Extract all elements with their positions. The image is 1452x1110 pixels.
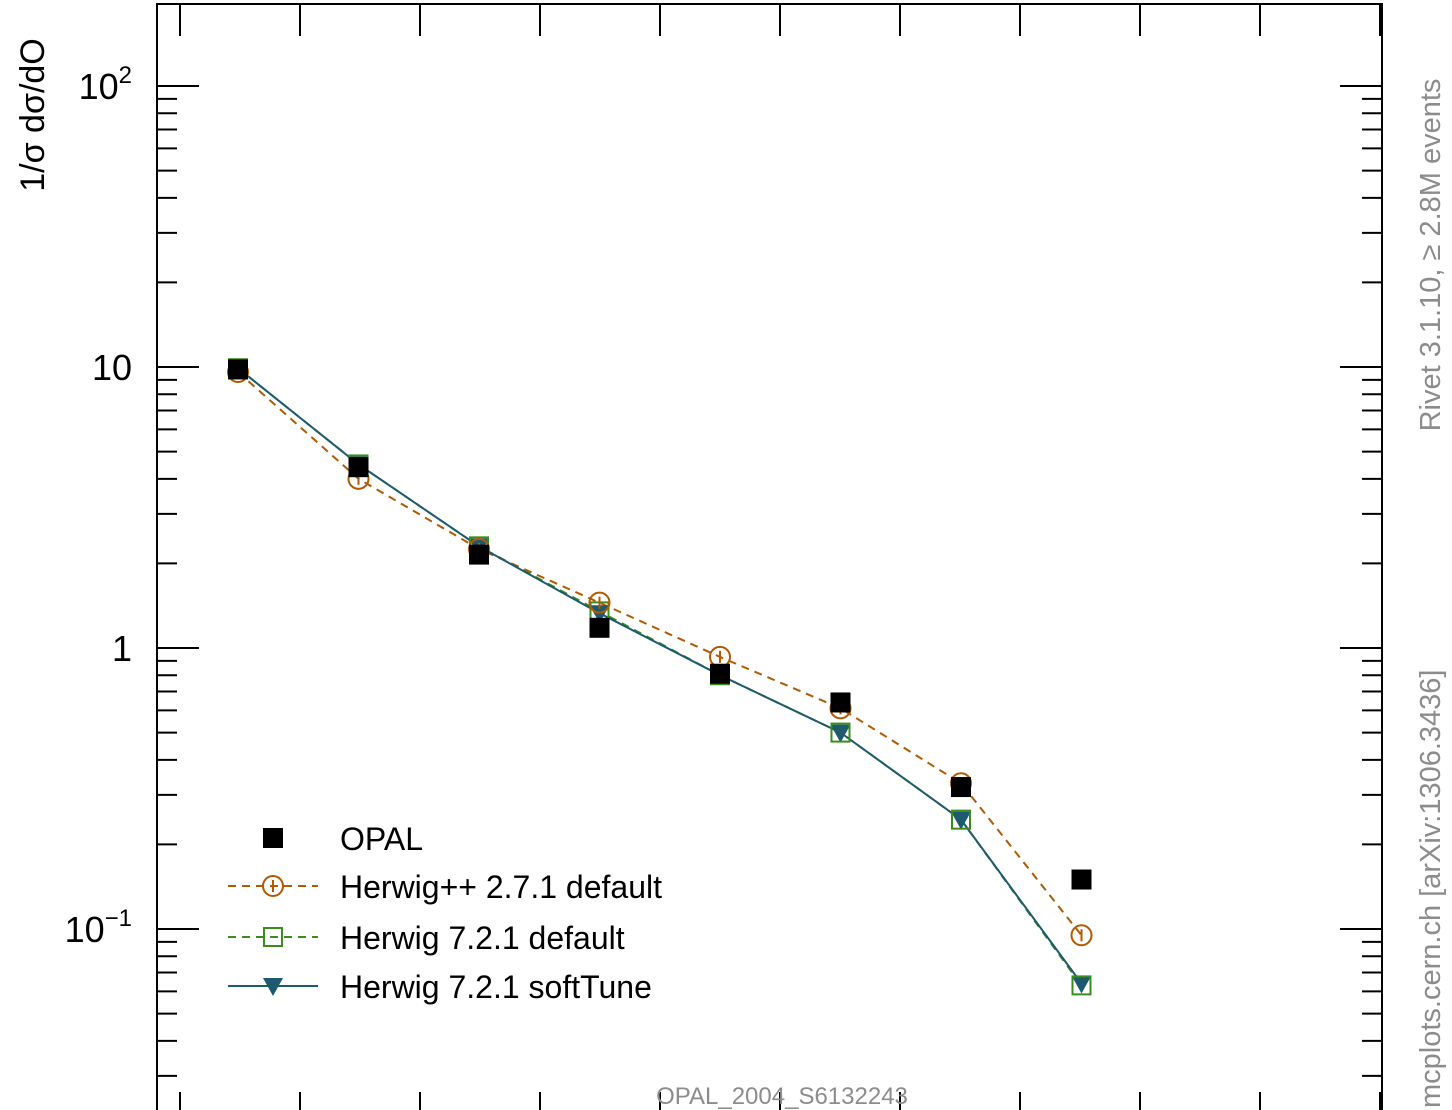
data-point-opal [710,663,730,684]
plot-frame [156,3,1383,1110]
y-tick-label: 1 [112,628,132,669]
footer-label: OPAL_2004_S6132243 [656,1083,908,1110]
data-point-softtune [951,811,971,830]
data-point-opal [469,544,489,565]
data-point-herwig7-default [1071,975,1092,996]
data-point-softtune [830,724,851,743]
data-point-opal [589,617,610,638]
axis-ticks [157,4,1382,1110]
data-point-herwigpp [588,591,611,614]
data-point-softtune [1071,975,1092,994]
data-point-opal [348,457,369,478]
legend-label: OPAL [340,821,423,857]
data-point-herwigpp [1070,924,1093,947]
y-tick-labels: 102 10 1 10−1 [65,62,132,950]
series-line-3 [237,367,1083,985]
legend-label: Herwig++ 2.7.1 default [340,869,662,905]
rivet-version-label: Rivet 3.1.10, ≥ 2.8M events [1415,79,1447,432]
y-tick-label: 10 [92,347,132,388]
data-point-herwig7-default [830,722,851,743]
legend: OPAL Herwig++ 2.7.1 default Herwig 7.2.1 d… [228,821,662,1005]
legend-label: Herwig 7.2.1 default [340,920,625,956]
y-tick-label: 102 [79,62,132,107]
data-point-herwig7-default [951,809,971,830]
data-point-opal [830,692,851,713]
legend-entry: Herwig 7.2.1 softTune [228,969,652,1005]
data-point-opal [951,777,971,798]
series-line-1 [237,371,1083,936]
data-point-herwig7-default [263,927,283,947]
y-tick-label: 10−1 [65,905,132,950]
data-point-softtune [263,978,283,996]
y-axis-label: 1/σ dσ/dO [14,38,52,191]
mcplots-reference-label: mcplots.cern.ch [arXiv:1306.3436] [1415,670,1447,1108]
series-markers-0 [228,359,1092,890]
legend-label: Herwig 7.2.1 softTune [340,969,652,1005]
data-point-softtune [589,605,610,624]
legend-entry: Herwig++ 2.7.1 default [228,869,662,905]
series-markers-1 [227,360,1093,947]
legend-entry: Herwig 7.2.1 default [228,920,625,956]
data-point-opal [228,359,248,380]
data-point-opal [1071,869,1092,890]
data-point-herwigpp [262,875,284,897]
legend-entry: OPAL [263,821,423,857]
series-layer [227,358,1093,996]
data-point-opal [263,828,283,848]
